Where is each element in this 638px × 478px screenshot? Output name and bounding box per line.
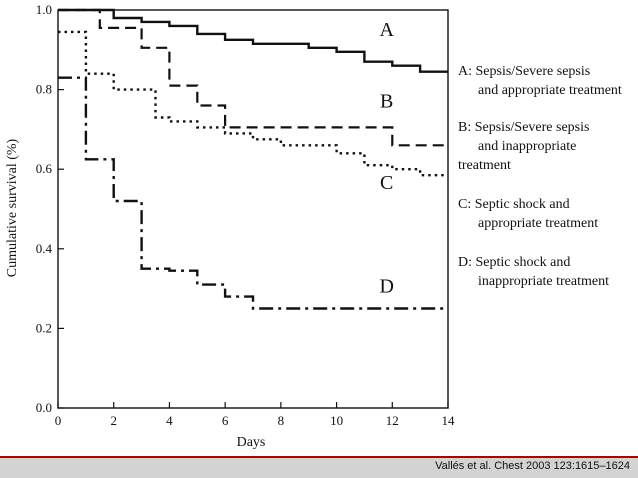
citation: Vallés et al. Chest 2003 123:1615–1624	[435, 460, 630, 472]
legend-c-line1: C: Septic shock and	[458, 197, 570, 212]
legend-d-line2: inappropriate treatment	[478, 274, 609, 289]
series-line-c	[58, 30, 448, 177]
footer-bar: Vallés et al. Chest 2003 123:1615–1624	[0, 458, 638, 478]
axes	[57, 9, 449, 409]
y-tick-label: 0.0	[36, 400, 52, 415]
curve-label-c: C	[380, 172, 393, 194]
curve-label-b: B	[380, 91, 393, 113]
series-line-a	[58, 8, 448, 73]
x-tick-label: 0	[55, 413, 62, 428]
x-tick-label: 4	[166, 413, 173, 428]
y-axis-label: Cumulative survival (%)	[5, 138, 20, 277]
y-tick-label: 0.6	[36, 161, 53, 176]
curve-label-a: A	[379, 19, 394, 41]
legend-a-line2: and appropriate treatment	[478, 83, 622, 98]
y-tick-label: 0.4	[36, 241, 53, 256]
x-tick-label: 12	[386, 413, 399, 428]
legend-b-line3: treatment	[458, 158, 511, 173]
x-tick-label: 6	[222, 413, 229, 428]
curve-labels: A B C D	[379, 19, 394, 298]
x-tick-label: 10	[330, 413, 343, 428]
y-tick-label: 1.0	[36, 2, 52, 17]
x-tick-label: 14	[442, 413, 456, 428]
y-tick-label: 0.8	[36, 82, 52, 97]
footer-divider	[0, 456, 638, 458]
x-axis-label: Days	[237, 435, 266, 450]
x-tick-label: 2	[110, 413, 117, 428]
legend-b-line2: and inappropriate	[478, 139, 577, 154]
ticks: 0 2 4 6 8 10 12 14 0.0 0.2 0.4 0.6 0.8 1.0	[36, 2, 455, 428]
x-tick-label: 8	[278, 413, 285, 428]
legend-entry-c: C: Septic shock and appropriate treatmen…	[458, 195, 638, 233]
legend-a-line1: A: Sepsis/Severe sepsis	[458, 64, 591, 79]
series-group	[58, 8, 448, 310]
series-line-d	[58, 76, 448, 310]
legend-entry-b: B: Sepsis/Severe sepsis and inappropriat…	[458, 118, 638, 175]
legend-entry-a: A: Sepsis/Severe sepsis and appropriate …	[458, 62, 638, 100]
plot-frame	[57, 9, 449, 409]
legend-entry-d: D: Septic shock and inappropriate treatm…	[458, 253, 638, 291]
legend-b-line1: B: Sepsis/Severe sepsis	[458, 120, 590, 135]
legend-c-line2: appropriate treatment	[478, 216, 599, 231]
legend-d-line1: D: Septic shock and	[458, 255, 571, 270]
y-tick-label: 0.2	[36, 320, 52, 335]
legend: A: Sepsis/Severe sepsis and appropriate …	[458, 62, 638, 311]
curve-label-d: D	[379, 276, 393, 298]
